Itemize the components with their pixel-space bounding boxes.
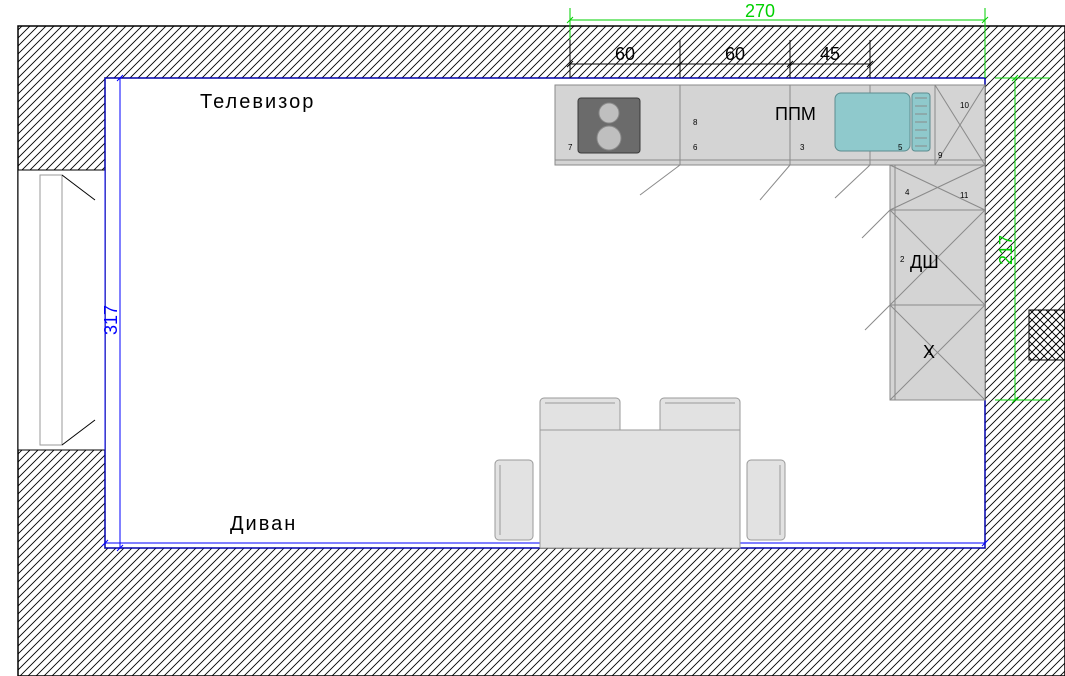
label-sofa: Диван (230, 513, 297, 535)
dim-270-label: 270 (745, 1, 775, 21)
dim-317-label: 317 (101, 305, 121, 335)
window-frame (40, 175, 62, 445)
dim-217-label: 217 (996, 235, 1016, 265)
svg-text:11: 11 (960, 191, 969, 200)
svg-text:9: 9 (938, 151, 943, 160)
chair-right (747, 460, 785, 540)
label-tv: Телевизор (200, 91, 315, 113)
right-wall-niche (1029, 310, 1065, 360)
svg-text:7: 7 (568, 143, 573, 152)
floor-plan: 270 60 60 45 217 317 570 (0, 0, 1065, 676)
label-dsh: ДШ (910, 252, 939, 272)
svg-text:2: 2 (900, 255, 905, 264)
dining-table (540, 430, 740, 548)
svg-text:3: 3 (800, 143, 805, 152)
dim-60a-label: 60 (615, 44, 635, 64)
counter-right-run (890, 165, 985, 400)
svg-text:10: 10 (960, 101, 969, 110)
svg-text:8: 8 (693, 118, 698, 127)
chair-left (495, 460, 533, 540)
door-swings (640, 165, 890, 330)
dining-set (495, 398, 785, 548)
svg-text:4: 4 (905, 188, 910, 197)
dim-45-label: 45 (820, 44, 840, 64)
svg-text:5: 5 (898, 143, 903, 152)
label-ppm: ППМ (775, 104, 816, 124)
svg-text:6: 6 (693, 143, 698, 152)
dim-60b-label: 60 (725, 44, 745, 64)
label-fridge: Х (923, 342, 935, 362)
